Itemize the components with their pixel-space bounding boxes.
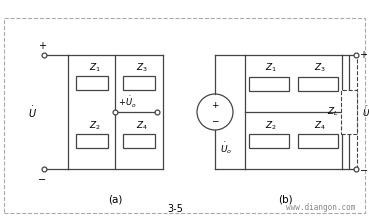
Text: $Z_4$: $Z_4$ <box>314 119 326 132</box>
Bar <box>123 76 155 90</box>
Text: (b): (b) <box>278 194 292 204</box>
Text: (a): (a) <box>108 194 123 204</box>
Bar <box>341 90 357 134</box>
Bar <box>249 77 289 90</box>
Text: $Z_L$: $Z_L$ <box>327 106 339 118</box>
Text: $+\dot{U}_o$: $+\dot{U}_o$ <box>118 95 137 110</box>
Bar <box>249 133 289 148</box>
Bar <box>76 134 107 148</box>
Bar <box>123 134 155 148</box>
Text: +: + <box>211 100 219 110</box>
Text: 3-5: 3-5 <box>167 204 183 214</box>
Text: $Z_2$: $Z_2$ <box>89 120 100 132</box>
Text: $Z_4$: $Z_4$ <box>136 120 148 132</box>
Text: +: + <box>38 41 46 51</box>
Text: $-$: $-$ <box>37 173 46 183</box>
Text: $Z_1$: $Z_1$ <box>265 62 277 74</box>
Text: $Z_1$: $Z_1$ <box>89 61 100 74</box>
Text: $Z_2$: $Z_2$ <box>265 119 277 132</box>
Text: $Z_3$: $Z_3$ <box>136 61 148 74</box>
Bar <box>76 76 107 90</box>
Text: $\dot{U}_o$: $\dot{U}_o$ <box>220 140 232 156</box>
Text: +: + <box>359 50 367 60</box>
Text: $-$: $-$ <box>359 164 368 174</box>
Bar <box>298 77 338 90</box>
Bar <box>298 133 338 148</box>
Text: $-$: $-$ <box>211 115 219 125</box>
Text: $\dot{U}$: $\dot{U}$ <box>28 104 37 120</box>
Text: www.diangon.com: www.diangon.com <box>286 203 355 212</box>
Bar <box>4 18 365 213</box>
Text: $Z_3$: $Z_3$ <box>314 62 326 74</box>
Text: $\dot{U}_L$: $\dot{U}_L$ <box>362 104 369 120</box>
